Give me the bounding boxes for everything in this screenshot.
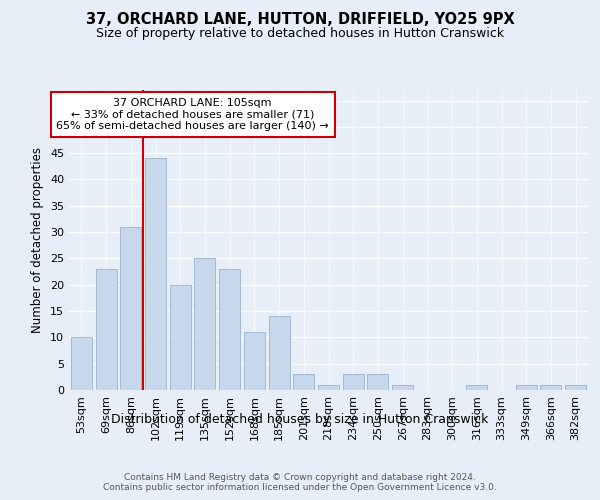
Bar xyxy=(194,258,215,390)
Bar xyxy=(466,384,487,390)
Bar xyxy=(219,269,240,390)
Bar xyxy=(244,332,265,390)
Bar xyxy=(367,374,388,390)
Bar xyxy=(120,227,141,390)
Bar xyxy=(71,338,92,390)
Text: Contains HM Land Registry data © Crown copyright and database right 2024.
Contai: Contains HM Land Registry data © Crown c… xyxy=(103,472,497,492)
Bar xyxy=(541,384,562,390)
Text: 37, ORCHARD LANE, HUTTON, DRIFFIELD, YO25 9PX: 37, ORCHARD LANE, HUTTON, DRIFFIELD, YO2… xyxy=(86,12,514,28)
Bar xyxy=(170,284,191,390)
Text: Size of property relative to detached houses in Hutton Cranswick: Size of property relative to detached ho… xyxy=(96,28,504,40)
Bar xyxy=(392,384,413,390)
Text: Distribution of detached houses by size in Hutton Cranswick: Distribution of detached houses by size … xyxy=(112,412,488,426)
Bar xyxy=(269,316,290,390)
Bar xyxy=(293,374,314,390)
Bar xyxy=(343,374,364,390)
Bar xyxy=(565,384,586,390)
Bar xyxy=(145,158,166,390)
Y-axis label: Number of detached properties: Number of detached properties xyxy=(31,147,44,333)
Text: 37 ORCHARD LANE: 105sqm
← 33% of detached houses are smaller (71)
65% of semi-de: 37 ORCHARD LANE: 105sqm ← 33% of detache… xyxy=(56,98,329,131)
Bar xyxy=(318,384,339,390)
Bar xyxy=(95,269,116,390)
Bar xyxy=(516,384,537,390)
